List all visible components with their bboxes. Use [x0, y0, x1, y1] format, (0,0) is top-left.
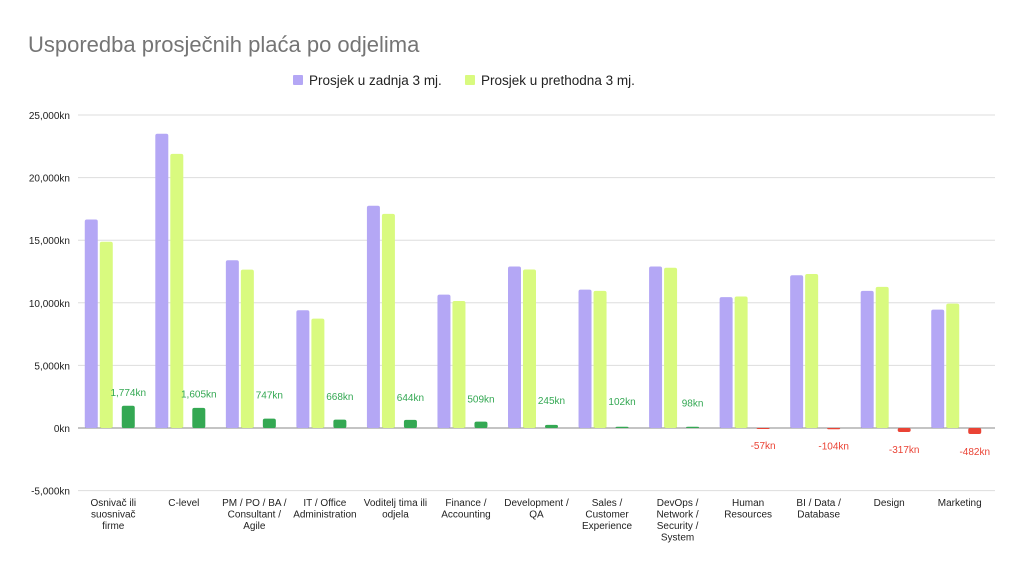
bar-current — [508, 266, 521, 428]
bar-previous — [734, 296, 748, 428]
bar-current — [649, 266, 663, 428]
bar-current — [437, 294, 451, 428]
x-category-label: Human — [732, 498, 764, 509]
y-tick-label: -5,000kn — [31, 487, 70, 498]
legend-swatch-current — [293, 75, 303, 85]
bar-difference — [968, 428, 982, 435]
gridlines — [78, 114, 995, 492]
bar-difference — [474, 421, 488, 428]
bar-previous — [99, 241, 113, 428]
bar-current — [931, 309, 945, 428]
bar-previous — [311, 318, 325, 428]
x-category-label: Sales / — [592, 498, 623, 509]
legend: Prosjek u zadnja 3 mj. Prosjek u prethod… — [293, 73, 635, 88]
data-label: 644kn — [397, 393, 424, 404]
data-label: 102kn — [608, 397, 635, 408]
y-tick-label: 10,000kn — [29, 299, 70, 310]
bar-current — [578, 289, 592, 428]
legend-swatch-previous — [465, 75, 475, 85]
data-label: 1,605kn — [181, 389, 217, 400]
bar-current — [366, 205, 380, 428]
bar-difference — [192, 407, 206, 428]
x-category-label: Resources — [724, 510, 772, 521]
bar-current — [296, 310, 310, 428]
x-category-label: Accounting — [441, 510, 490, 521]
y-tick-label: 15,000kn — [29, 236, 70, 247]
x-category-label: Customer — [585, 510, 629, 521]
x-category-label: firme — [102, 521, 125, 532]
data-label: -482kn — [959, 447, 990, 458]
bar-current — [84, 219, 98, 428]
x-category-label: C-level — [168, 498, 199, 509]
chart-title: Usporedba prosječnih plaća po odjelima — [28, 32, 420, 57]
x-category-label: Security / — [657, 521, 699, 532]
bar-difference — [262, 418, 276, 428]
bar-current — [155, 133, 169, 428]
data-label: -104kn — [818, 442, 849, 453]
bar-previous — [946, 303, 960, 428]
y-tick-label: 0kn — [54, 424, 70, 435]
data-label: -317kn — [889, 445, 920, 456]
x-category-label: Database — [797, 510, 840, 521]
bar-difference — [615, 426, 629, 428]
x-category-label: IT / Office — [303, 498, 346, 509]
bar-previous — [240, 269, 254, 428]
x-category-label: Consultant / — [228, 510, 282, 521]
bar-difference — [121, 405, 135, 428]
x-category-label: DevOps / — [657, 498, 699, 509]
data-label: 509kn — [467, 395, 494, 406]
data-label: 98kn — [682, 398, 704, 409]
x-category-label: PM / PO / BA / — [222, 498, 287, 509]
x-category-label: BI / Data / — [796, 498, 841, 509]
data-label: 245kn — [538, 396, 565, 407]
x-category-label: System — [661, 533, 694, 544]
bar-previous — [875, 286, 889, 428]
bar-current — [719, 297, 733, 428]
x-category-label: QA — [529, 510, 544, 521]
bar-previous — [664, 267, 678, 428]
data-label: 747kn — [256, 391, 283, 402]
x-category-label: Agile — [243, 521, 266, 532]
y-tick-label: 25,000kn — [29, 111, 70, 122]
data-labels: 1,774kn 1,605kn 747kn 668kn 644kn 509kn 245kn 1… — [110, 388, 990, 458]
bar-difference — [333, 419, 347, 428]
bar-current — [860, 290, 874, 428]
bar-difference — [897, 428, 911, 432]
bar-previous — [523, 269, 536, 428]
x-category-label: Network / — [656, 510, 698, 521]
bar-current — [225, 260, 239, 428]
x-category-label: Marketing — [938, 498, 982, 509]
y-tick-label: 20,000kn — [29, 174, 70, 185]
x-category-label: Voditelj tima ili — [364, 498, 427, 509]
data-label: 668kn — [326, 392, 353, 403]
x-category-label: Experience — [582, 521, 632, 532]
x-category-label: Finance / — [445, 498, 486, 509]
bar-difference — [545, 424, 558, 428]
data-label: 1,774kn — [110, 388, 146, 399]
bar-previous — [170, 153, 184, 428]
bar-previous — [593, 290, 607, 428]
x-category-label: Osnivač ili — [90, 498, 136, 509]
bars — [84, 133, 982, 435]
bar-previous — [452, 301, 466, 428]
bar-difference — [756, 428, 770, 429]
bar-current — [790, 275, 804, 428]
x-category-label: Design — [874, 498, 905, 509]
y-tick-label: 5,000kn — [34, 361, 70, 372]
bar-difference — [686, 426, 700, 428]
bar-difference — [403, 419, 417, 428]
x-category-label: suosnivač — [91, 510, 135, 521]
bar-previous — [805, 273, 819, 428]
x-category-label: odjela — [382, 510, 409, 521]
x-category-label: Development / — [504, 498, 569, 509]
bar-previous — [381, 213, 395, 428]
x-category-label: Administration — [293, 510, 356, 521]
bar-difference — [827, 428, 841, 430]
legend-label-current: Prosjek u zadnja 3 mj. — [309, 73, 442, 88]
legend-label-previous: Prosjek u prethodna 3 mj. — [481, 73, 635, 88]
data-label: -57kn — [751, 441, 776, 452]
y-axis: -5,000kn 0kn 5,000kn 10,000kn 15,000kn 20,000… — [29, 111, 70, 498]
